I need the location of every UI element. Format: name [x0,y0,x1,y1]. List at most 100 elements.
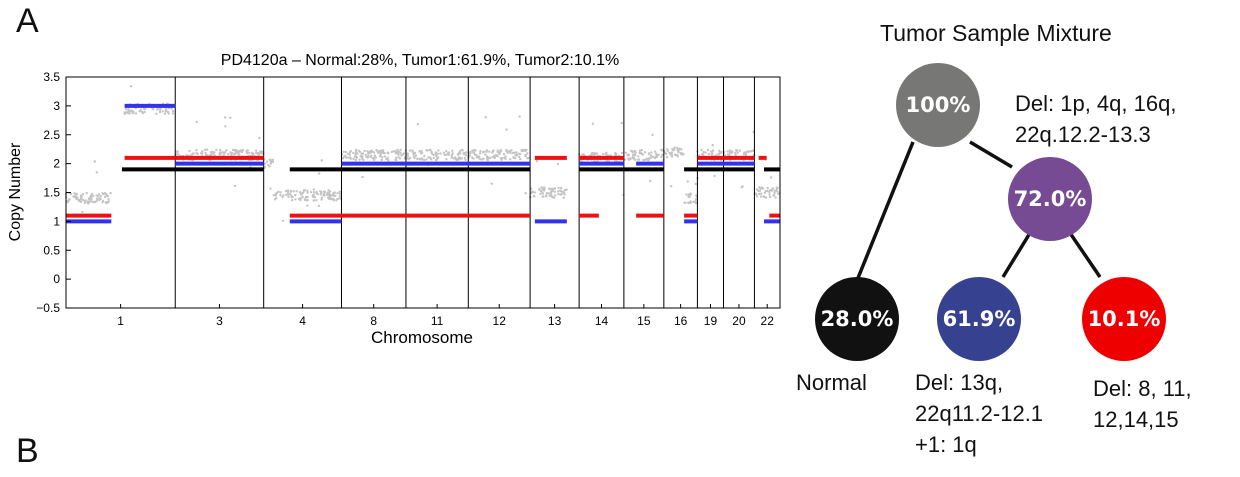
data-point [377,151,380,155]
data-point [651,155,655,159]
data-point [582,153,586,157]
data-point [759,195,763,198]
data-point [332,199,335,202]
data-point [442,151,445,154]
data-point [257,151,260,155]
data-point [526,152,529,155]
data-point [755,195,759,198]
data-point [170,107,173,110]
data-point [272,160,275,164]
data-point [396,148,399,151]
x-tick-label: 12 [493,314,507,328]
data-point [306,189,309,193]
x-tick-label: 15 [637,314,651,328]
data-point [312,199,315,202]
data-point [289,189,293,193]
data-point [671,148,674,151]
data-point [769,176,773,179]
data-point [470,156,474,159]
data-point [333,191,337,194]
data-point [381,150,385,154]
data-point [464,158,467,161]
data-point [736,151,739,154]
data-point [676,146,679,150]
data-point [356,152,359,155]
data-point [138,110,141,113]
data-point [273,198,277,201]
data-point [76,196,79,199]
data-point [435,154,438,158]
data-point [66,200,69,204]
data-point [763,191,767,194]
data-point [291,195,294,199]
data-point [553,190,557,193]
data-point [304,198,307,202]
data-point [541,192,545,195]
data-point [425,158,428,161]
data-point [445,158,448,161]
data-point [711,143,714,147]
data-point [511,151,515,155]
tumor2-deletion-label: Del: 8, 11, 12,14,15 [1093,376,1192,432]
data-point [397,153,400,156]
data-point [559,193,562,196]
data-point [518,155,521,159]
data-point [176,153,180,156]
data-point [361,152,365,155]
data-point [629,158,632,161]
data-point [408,149,412,152]
data-point [295,190,298,193]
data-point [201,150,204,153]
data-point [192,152,195,155]
data-point [338,190,341,193]
data-point [101,201,104,204]
x-tick-label: 11 [431,314,444,328]
data-point [710,150,714,154]
data-point [378,150,381,153]
data-point [760,192,763,195]
data-point [482,150,486,153]
data-point [510,149,513,152]
data-point [125,111,128,114]
x-tick-label: 8 [370,314,377,328]
data-point [439,152,442,155]
data-point [478,152,482,155]
data-point [312,191,316,194]
data-point [595,152,599,155]
data-point [774,196,777,199]
data-point [91,200,95,204]
data-point [304,196,308,199]
data-point [632,153,635,157]
x-tick-label: 22 [761,314,775,328]
data-point [107,198,110,201]
data-point [401,153,405,156]
data-point [292,190,295,193]
data-point [230,151,234,155]
data-point [274,193,277,196]
data-point [482,157,485,160]
data-point [286,193,289,196]
data-point [432,153,435,157]
data-point [224,125,227,128]
data-point [327,194,330,197]
data-point [518,115,521,118]
data-point [205,148,209,151]
x-tick-label: 16 [674,314,688,328]
data-point [336,192,339,195]
data-point [367,151,370,154]
data-point [218,153,221,156]
data-point [127,108,130,111]
data-point [762,195,765,198]
data-point [140,110,144,114]
data-point [531,190,535,194]
data-point [338,195,341,198]
data-point [95,199,99,202]
data-point [88,197,91,200]
data-point [687,201,690,204]
data-point [605,151,608,154]
data-point [171,109,175,113]
data-point [155,112,158,116]
data-point [685,193,688,196]
data-point [219,148,222,152]
data-point [434,151,437,154]
